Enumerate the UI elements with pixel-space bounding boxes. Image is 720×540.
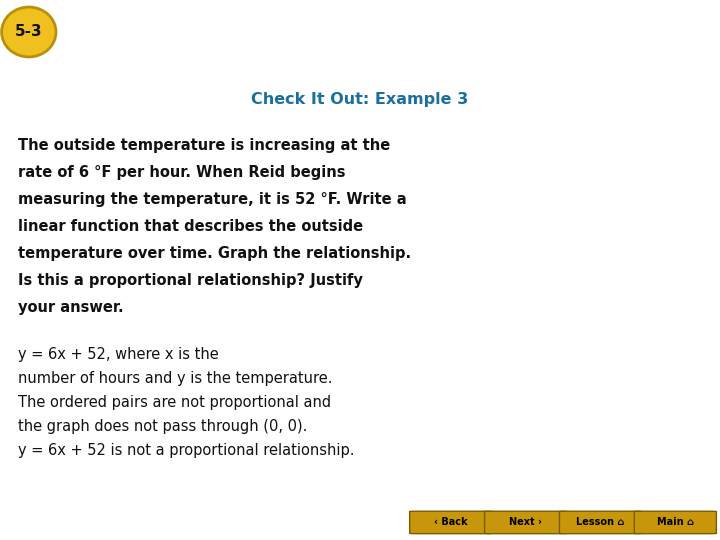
Text: Is this a proportional relationship? Justify: Is this a proportional relationship? Jus…	[18, 273, 363, 288]
Text: y = 6x + 52, where x is the: y = 6x + 52, where x is the	[18, 347, 219, 362]
Text: measuring the temperature, it is 52 °F. Write a: measuring the temperature, it is 52 °F. …	[18, 192, 407, 207]
Text: y = 6x + 52 is not a proportional relationship.: y = 6x + 52 is not a proportional relati…	[18, 443, 354, 458]
Text: Next ›: Next ›	[509, 517, 542, 528]
Text: 5-3: 5-3	[15, 24, 42, 39]
Text: your answer.: your answer.	[18, 300, 124, 315]
FancyBboxPatch shape	[559, 511, 642, 534]
FancyBboxPatch shape	[485, 511, 567, 534]
Ellipse shape	[1, 7, 56, 57]
Text: rate of 6 °F per hour. When Reid begins: rate of 6 °F per hour. When Reid begins	[18, 165, 346, 180]
Text: Check It Out: Example 3: Check It Out: Example 3	[251, 92, 469, 107]
Text: linear function that describes the outside: linear function that describes the outsi…	[18, 219, 363, 234]
Text: The outside temperature is increasing at the: The outside temperature is increasing at…	[18, 138, 390, 153]
Text: number of hours and y is the temperature.: number of hours and y is the temperature…	[18, 371, 333, 386]
Text: temperature over time. Graph the relationship.: temperature over time. Graph the relatio…	[18, 246, 411, 261]
Text: © HOLT McDOUGAL, All Rights Reserved: © HOLT McDOUGAL, All Rights Reserved	[10, 518, 192, 527]
FancyBboxPatch shape	[410, 511, 492, 534]
FancyBboxPatch shape	[634, 511, 716, 534]
Text: Main ⌂: Main ⌂	[657, 517, 694, 528]
Text: Lesson ⌂: Lesson ⌂	[576, 517, 625, 528]
Text: ‹ Back: ‹ Back	[434, 517, 467, 528]
Text: the graph does not pass through (0, 0).: the graph does not pass through (0, 0).	[18, 419, 307, 434]
Text: The ordered pairs are not proportional and: The ordered pairs are not proportional a…	[18, 395, 331, 410]
Text: Graphing Proportional Relationships: Graphing Proportional Relationships	[71, 23, 472, 42]
